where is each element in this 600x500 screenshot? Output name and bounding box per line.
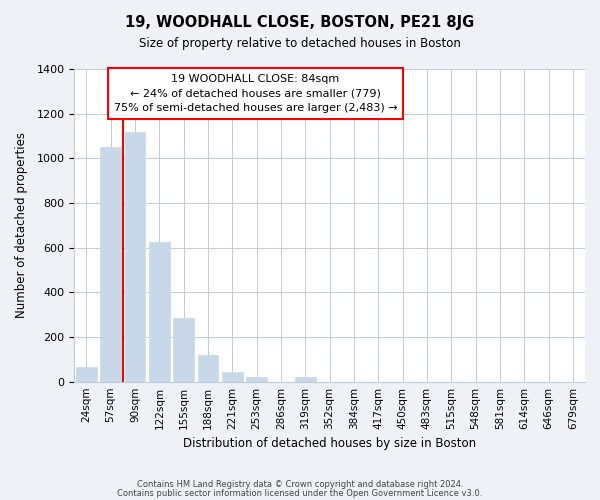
Bar bbox=[76, 367, 97, 382]
Text: 19, WOODHALL CLOSE, BOSTON, PE21 8JG: 19, WOODHALL CLOSE, BOSTON, PE21 8JG bbox=[125, 15, 475, 30]
Bar bbox=[197, 355, 218, 382]
Text: Contains HM Land Registry data © Crown copyright and database right 2024.: Contains HM Land Registry data © Crown c… bbox=[137, 480, 463, 489]
Bar bbox=[100, 147, 121, 382]
Bar bbox=[125, 132, 145, 382]
Bar bbox=[173, 318, 194, 382]
Bar bbox=[246, 377, 267, 382]
Text: 19 WOODHALL CLOSE: 84sqm
← 24% of detached houses are smaller (779)
75% of semi-: 19 WOODHALL CLOSE: 84sqm ← 24% of detach… bbox=[114, 74, 397, 114]
Y-axis label: Number of detached properties: Number of detached properties bbox=[15, 132, 28, 318]
Bar bbox=[222, 372, 242, 382]
Text: Contains public sector information licensed under the Open Government Licence v3: Contains public sector information licen… bbox=[118, 489, 482, 498]
Bar bbox=[295, 377, 316, 382]
X-axis label: Distribution of detached houses by size in Boston: Distribution of detached houses by size … bbox=[183, 437, 476, 450]
Bar bbox=[149, 242, 170, 382]
Text: Size of property relative to detached houses in Boston: Size of property relative to detached ho… bbox=[139, 38, 461, 51]
